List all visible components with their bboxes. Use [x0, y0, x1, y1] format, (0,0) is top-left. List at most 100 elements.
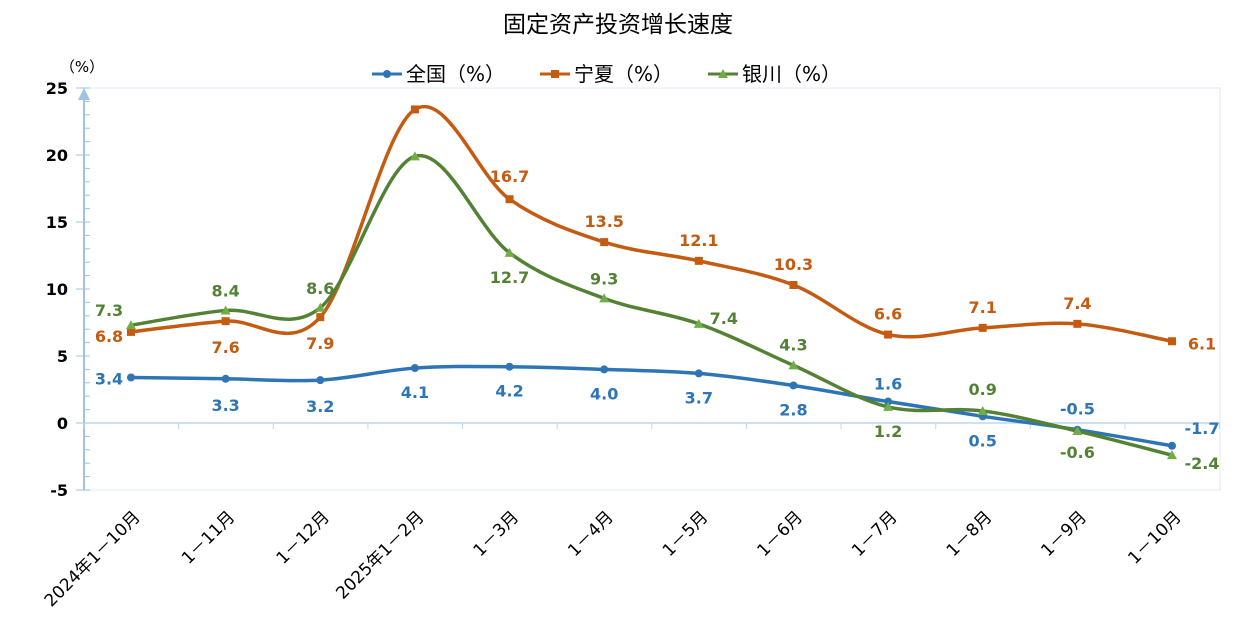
data-label: 4.3: [779, 335, 807, 354]
data-point: [884, 397, 893, 406]
data-point: [220, 305, 231, 315]
data-label: 12.7: [490, 268, 529, 287]
data-label: 1.6: [874, 375, 902, 394]
x-tick-label: 1－12月: [273, 507, 334, 568]
data-point: [1073, 319, 1082, 328]
data-label: 9.3: [590, 269, 618, 288]
x-tick-label: 2025年1－2月: [332, 507, 428, 603]
data-point: [883, 401, 894, 411]
data-label: -0.5: [1060, 400, 1095, 419]
y-axis-arrow-icon: [78, 88, 90, 100]
data-label: 6.6: [874, 305, 902, 324]
data-point: [126, 320, 136, 330]
data-point: [315, 302, 326, 312]
data-label: 10.3: [774, 255, 813, 274]
x-tick-label: 1－11月: [178, 507, 239, 568]
data-label: 6.8: [95, 327, 123, 346]
data-label: 8.6: [306, 279, 334, 298]
series-2: 7.3 8.4 8.6 12.7 9.3 7.4 4.3 1.2 0.9 -0.6 -2.4: [95, 151, 1220, 473]
x-tick-label: 1－5月: [659, 507, 712, 560]
series-0: 3.4 3.3 3.2 4.1 4.2 4.0 3.7 2.8 1.6 0.5 -0.5 -1.7: [95, 362, 1220, 450]
data-label: 3.3: [211, 396, 239, 415]
data-label: 3.7: [685, 388, 713, 407]
y-tick-label: 10: [46, 280, 68, 299]
data-point: [694, 369, 703, 378]
data-point: [127, 373, 135, 382]
series-line: [130, 154, 1173, 457]
legend-label: 全国（%）: [406, 62, 505, 86]
x-tick-label: 1－3月: [470, 507, 523, 560]
data-point: [1168, 337, 1176, 346]
series-1: 6.8 7.6 7.9 16.7 13.5 12.1 10.3 6.6 7.1 7.4 6.1: [95, 104, 1216, 357]
data-point: [978, 323, 987, 332]
data-label: 7.6: [211, 338, 239, 357]
data-point: [410, 364, 419, 373]
legend-marker-icon: [383, 70, 391, 78]
data-label: 4.1: [401, 383, 429, 402]
legend-label: 银川（%）: [742, 62, 841, 86]
data-point: [505, 362, 514, 371]
data-point: [1072, 426, 1083, 436]
chart-title: 固定资产投资增长速度: [503, 12, 733, 38]
data-point: [409, 151, 420, 161]
data-label: 1.2: [874, 422, 902, 441]
data-point: [221, 317, 230, 326]
data-label: 7.9: [306, 334, 334, 353]
data-point: [599, 293, 610, 303]
data-point: [789, 280, 798, 289]
y-tick-label: 0: [57, 414, 68, 433]
data-label: 7.1: [969, 298, 997, 317]
x-tick-label: 1－6月: [754, 507, 807, 560]
x-tick-label: 2024年1－10月: [41, 507, 145, 611]
data-point: [127, 327, 135, 336]
x-tick-label: 1－7月: [848, 507, 901, 560]
data-label: 3.4: [95, 369, 123, 388]
data-point: [505, 195, 514, 204]
data-label: 4.2: [495, 382, 523, 401]
legend-marker-icon: [718, 69, 728, 78]
series-group: 3.4 3.3 3.2 4.1 4.2 4.0 3.7 2.8 1.6 0.5 -0.5 -1.7 6.…: [95, 104, 1220, 473]
data-point: [977, 405, 988, 415]
y-tick-label: 20: [46, 146, 68, 165]
data-label: 0.5: [969, 431, 997, 450]
series-line: [130, 364, 1173, 448]
data-point: [789, 381, 798, 390]
data-label: 12.1: [679, 231, 718, 250]
data-label: 2.8: [779, 400, 807, 419]
data-point: [1168, 441, 1176, 450]
data-label: -2.4: [1185, 454, 1220, 473]
data-point: [600, 238, 609, 247]
data-point: [316, 313, 325, 322]
legend-marker-icon: [551, 70, 559, 78]
data-label: 7.4: [710, 309, 738, 328]
legend: 全国（%） 宁夏（%） 银川（%）: [372, 62, 841, 86]
y-tick-label: 25: [46, 79, 68, 98]
y-axis-unit: （%）: [60, 58, 104, 76]
x-tick-label: 1－8月: [943, 507, 996, 560]
x-tick-label: 1－9月: [1037, 507, 1090, 560]
data-label: 3.2: [306, 397, 334, 416]
data-point: [410, 105, 419, 114]
plot-area-border: [83, 87, 1221, 491]
series-line: [130, 104, 1173, 343]
data-point: [884, 330, 893, 339]
x-tick-label: 1－10月: [1124, 507, 1185, 568]
data-point: [600, 365, 609, 374]
data-label: 7.4: [1063, 294, 1091, 313]
legend-label: 宁夏（%）: [574, 62, 673, 86]
data-label: 13.5: [584, 212, 623, 231]
data-point: [788, 360, 799, 370]
data-point: [504, 247, 515, 257]
data-label: 0.9: [969, 380, 997, 399]
data-point: [316, 376, 325, 385]
y-tick-label: 15: [46, 213, 68, 232]
data-label: 16.7: [490, 167, 529, 186]
data-point: [693, 318, 704, 328]
data-label: -1.7: [1185, 419, 1220, 438]
data-label: 8.4: [211, 281, 239, 300]
data-point: [694, 256, 703, 265]
data-point: [1167, 450, 1177, 460]
data-label: 4.0: [590, 384, 618, 403]
